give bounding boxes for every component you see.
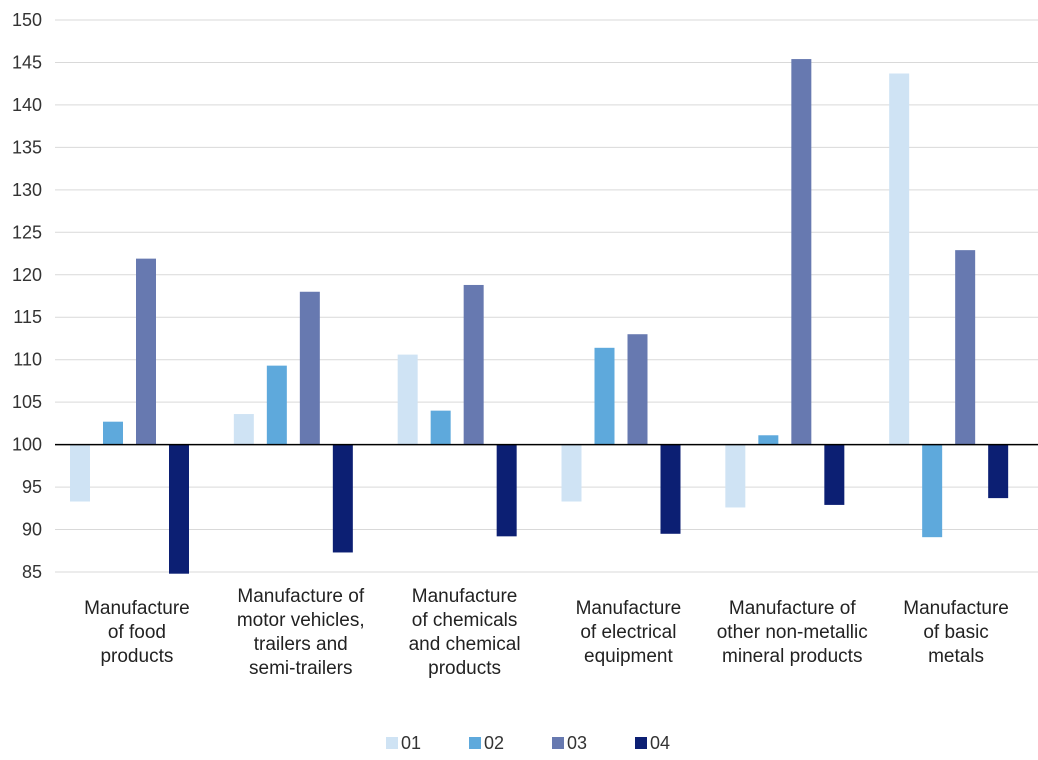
bar-03 <box>627 334 648 445</box>
bar-02 <box>430 410 451 445</box>
y-tick-label: 145 <box>12 52 42 72</box>
gridlines <box>55 19 1038 573</box>
category-label: products <box>428 658 501 679</box>
category-label: Manufacture <box>412 586 518 607</box>
category-label: and chemical <box>409 634 521 655</box>
legend-swatch-04 <box>635 737 647 749</box>
category-label: metals <box>928 646 984 667</box>
bar-01 <box>561 444 582 502</box>
category-labels: Manufacture of food products Manufacture of… <box>84 586 1009 679</box>
y-tick-label: 95 <box>22 477 42 497</box>
y-tick-label: 130 <box>12 180 42 200</box>
legend: 01 02 03 04 <box>386 733 670 753</box>
category-label: semi-trailers <box>249 658 352 679</box>
y-tick-label: 135 <box>12 137 42 157</box>
category-label: Manufacture <box>903 598 1009 619</box>
y-tick-label: 120 <box>12 265 42 285</box>
legend-label: 01 <box>401 733 421 753</box>
category-label: mineral products <box>722 646 862 667</box>
category-label: equipment <box>584 646 673 667</box>
bar-04 <box>332 444 353 553</box>
y-axis: 85 90 95 100 105 110 115 120 125 130 135 140 145 150 <box>12 10 42 582</box>
bar-03 <box>463 284 484 445</box>
y-tick-label: 100 <box>12 435 42 455</box>
bar-04 <box>988 444 1009 499</box>
bar-02 <box>266 365 287 445</box>
legend-label: 02 <box>484 733 504 753</box>
bar-04 <box>169 444 189 574</box>
bar-04 <box>496 444 517 537</box>
category-label: Manufacture of <box>729 598 856 619</box>
y-tick-label: 150 <box>12 10 42 30</box>
category-label: of food <box>108 622 166 643</box>
bar-04 <box>660 444 681 534</box>
bars <box>70 59 1009 574</box>
category-label: Manufacture <box>84 598 190 619</box>
bar-04 <box>824 444 845 505</box>
bar-03 <box>791 59 812 445</box>
category-label: Manufacture of <box>237 586 364 607</box>
y-tick-label: 110 <box>13 350 42 370</box>
bar-03 <box>955 250 976 445</box>
bar-03 <box>299 291 320 445</box>
y-tick-label: 85 <box>22 562 42 582</box>
y-tick-label: 140 <box>12 95 42 115</box>
category-label: Manufacture <box>576 598 682 619</box>
category-label: other non-metallic <box>717 622 868 643</box>
legend-label: 03 <box>567 733 587 753</box>
category-label: products <box>100 646 173 667</box>
legend-swatch-03 <box>552 737 564 749</box>
category-label: of electrical <box>580 622 676 643</box>
legend-label: 04 <box>650 733 670 753</box>
legend-swatch-02 <box>469 737 481 749</box>
category-label: trailers and <box>254 634 348 655</box>
y-tick-label: 90 <box>22 520 42 540</box>
bar-01 <box>233 414 254 445</box>
y-tick-label: 125 <box>12 222 42 242</box>
bar-01 <box>397 354 418 445</box>
bar-01 <box>70 444 90 502</box>
y-tick-label: 105 <box>12 392 42 412</box>
category-label: of basic <box>923 622 988 643</box>
legend-swatch-01 <box>386 737 398 749</box>
bar-02 <box>758 435 779 445</box>
bar-02 <box>922 444 943 538</box>
bar-03 <box>136 258 156 445</box>
y-tick-label: 115 <box>13 307 42 327</box>
bar-01 <box>889 73 910 445</box>
bar-01 <box>725 444 746 508</box>
bar-02 <box>594 347 615 445</box>
category-label: of chemicals <box>412 610 518 631</box>
category-label: motor vehicles, <box>237 610 365 631</box>
bar-02 <box>103 421 123 445</box>
